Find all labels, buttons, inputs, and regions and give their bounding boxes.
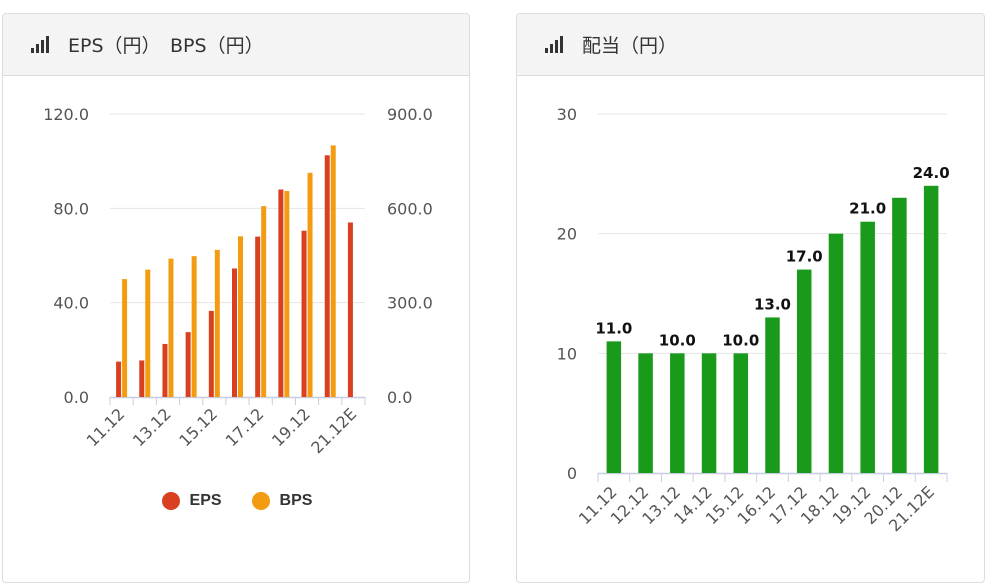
bar-eps: [139, 360, 145, 397]
x-tick-label: 13.12: [129, 404, 175, 450]
data-label: 21.0: [849, 200, 886, 218]
bar-dividend: [892, 197, 907, 473]
y-tick-label: 0: [567, 464, 577, 483]
bar-signal-icon: [545, 35, 563, 53]
bar-eps: [232, 268, 237, 397]
bar-bps: [261, 206, 267, 397]
y-right-tick-label: 300.0: [387, 294, 433, 313]
bar-eps: [301, 230, 307, 397]
panel-header: 配当（円）: [517, 14, 984, 76]
bar-eps: [278, 189, 284, 397]
bar-signal-icon: [31, 35, 49, 53]
y-right-tick-label: 900.0: [387, 105, 433, 124]
x-tick-label: 17.12: [222, 404, 268, 450]
bar-eps: [185, 332, 191, 397]
data-label: 24.0: [913, 164, 950, 182]
y-right-tick-label: 600.0: [387, 199, 433, 218]
bar-eps: [324, 155, 330, 397]
y-tick-label: 10: [557, 344, 577, 363]
bar-dividend: [923, 185, 939, 474]
legend-item-bps[interactable]: BPS: [251, 492, 313, 510]
bar-bps: [168, 258, 174, 397]
data-label: 17.0: [786, 248, 823, 266]
data-label: 10.0: [659, 331, 696, 349]
legend: EPS BPS: [3, 492, 469, 510]
bar-bps: [238, 236, 243, 397]
bar-bps: [307, 172, 313, 397]
legend-item-eps[interactable]: EPS: [161, 492, 222, 510]
bar-bps: [284, 191, 290, 397]
bar-dividend: [860, 221, 875, 473]
y-left-tick-label: 80.0: [53, 199, 89, 218]
bar-bps: [330, 145, 336, 397]
bar-dividend: [701, 353, 717, 473]
x-tick-label: 11.12: [83, 404, 129, 450]
y-tick-label: 20: [557, 225, 577, 244]
y-left-tick-label: 40.0: [53, 294, 89, 313]
dividend-panel: 配当（円） 0 10 20 30 11.0 11.12 12.12 10.0 13.12 14.1…: [516, 13, 985, 583]
data-label: 13.0: [754, 295, 791, 313]
legend-label-eps: EPS: [189, 492, 222, 509]
y-tick-label: 30: [557, 105, 577, 124]
bar-bps: [214, 249, 220, 397]
bar-dividend: [606, 341, 622, 473]
panel-title: 配当（円）: [582, 35, 678, 57]
legend-marker-eps: [161, 492, 180, 510]
bar-bps: [191, 256, 197, 397]
eps-bps-panel: EPS（円） BPS（円） 0.0 40.0 80.0 120.0 0.0 300.0 60…: [2, 13, 470, 583]
bar-eps: [347, 222, 353, 397]
bar-bps: [145, 269, 151, 397]
bar-dividend: [670, 353, 685, 473]
bar-eps: [162, 343, 168, 397]
legend-label-bps: BPS: [279, 492, 313, 509]
y-left-tick-label: 120.0: [43, 105, 89, 124]
y-right-tick-label: 0.0: [387, 388, 412, 407]
panel-title: EPS（円） BPS（円）: [68, 35, 264, 57]
bar-eps: [116, 361, 122, 397]
bar-eps: [208, 310, 214, 397]
data-label: 11.0: [595, 319, 632, 337]
x-tick-label: 15.12: [175, 404, 221, 450]
bar-dividend: [733, 353, 749, 473]
y-left-tick-label: 0.0: [64, 388, 89, 407]
bar-eps: [255, 236, 261, 397]
bar-dividend: [828, 233, 844, 473]
bar-dividend: [765, 317, 780, 473]
bar-dividend: [796, 269, 812, 473]
panel-header: EPS（円） BPS（円）: [3, 14, 469, 76]
bar-dividend: [638, 353, 653, 473]
data-label: 10.0: [722, 331, 759, 349]
dividend-chart: 010203011.011.1212.1210.013.1214.1210.01…: [557, 105, 952, 535]
bar-bps: [122, 279, 128, 397]
x-tick-label: 21.12E: [307, 404, 360, 457]
legend-marker-bps: [251, 492, 270, 510]
